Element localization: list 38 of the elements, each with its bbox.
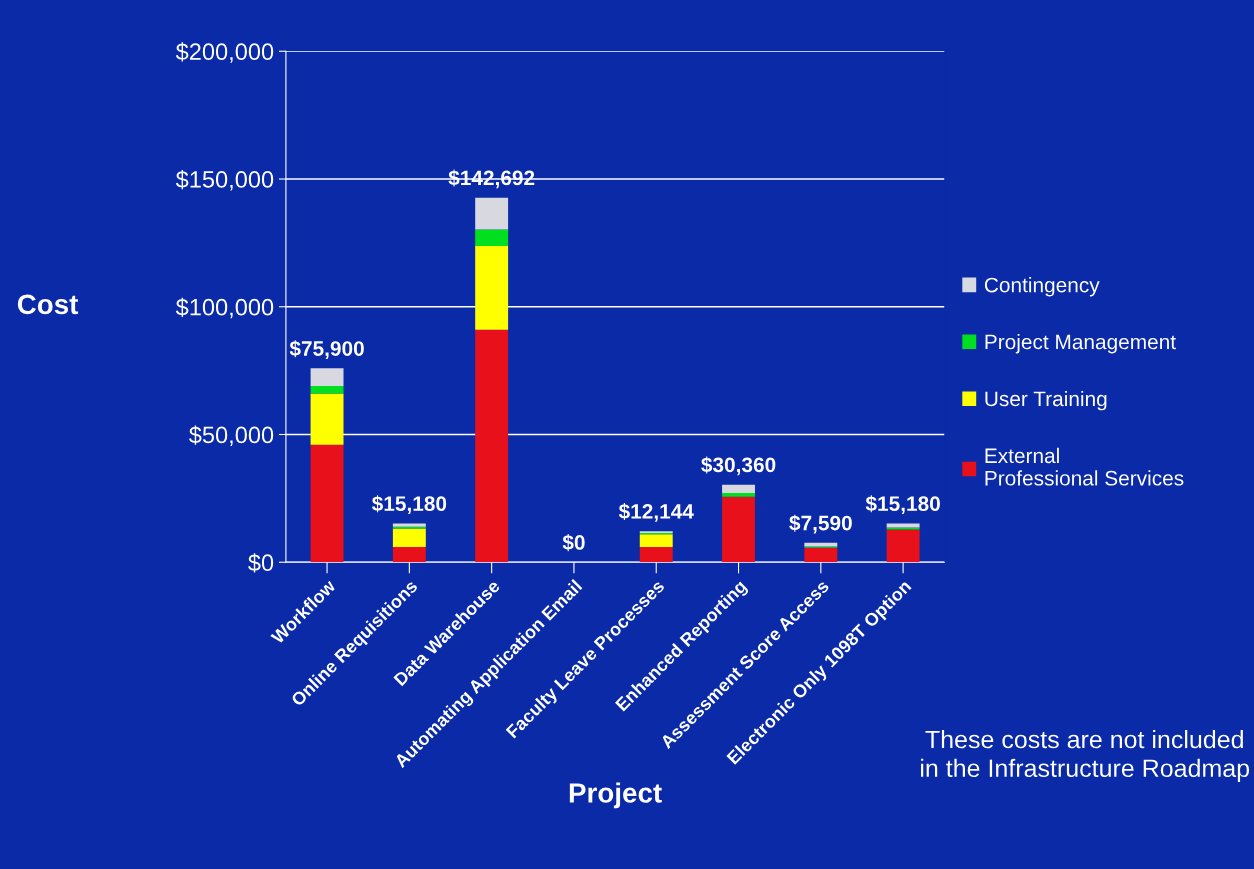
bar — [392, 528, 426, 547]
bar — [392, 546, 426, 563]
legend-label: Contingency — [984, 277, 1100, 297]
y-axis-title: Cost — [17, 294, 79, 315]
legend-label: Project Management — [985, 334, 1176, 354]
bar — [475, 245, 509, 330]
bar — [886, 529, 920, 563]
bar — [310, 393, 344, 445]
total-label: $75,900 — [289, 340, 364, 359]
bar — [722, 496, 755, 563]
x-axis-title: Project — [569, 782, 662, 809]
bar — [475, 329, 509, 563]
total-label: $15,180 — [865, 495, 940, 515]
bar — [722, 493, 755, 497]
total-label: $30,360 — [701, 456, 776, 476]
bar — [722, 484, 755, 494]
bar — [886, 523, 920, 528]
legend-label: User Training — [985, 390, 1107, 411]
bar — [310, 385, 344, 394]
bar — [310, 368, 344, 386]
bar — [886, 527, 920, 530]
text: These costs are not included in the Infrastructure Roadmap — [921, 730, 1250, 783]
y-tick-label: $50,000 — [189, 425, 274, 447]
bar — [639, 546, 673, 563]
total-label: $12,144 — [618, 503, 694, 522]
bar — [475, 229, 509, 246]
total-label: $7,590 — [789, 514, 852, 534]
bar — [804, 547, 838, 563]
bar — [310, 444, 344, 563]
legend-label: External Professional Services — [985, 447, 1184, 486]
total-label: $15,180 — [371, 495, 447, 515]
total-label: $0 — [562, 534, 585, 552]
y-tick-label: $0 — [248, 553, 274, 573]
bar — [639, 534, 673, 547]
y-tick-label: $100,000 — [175, 297, 274, 319]
bar — [475, 197, 509, 230]
y-tick-label: $150,000 — [175, 170, 274, 191]
y-tick-label: $200,000 — [175, 42, 274, 63]
